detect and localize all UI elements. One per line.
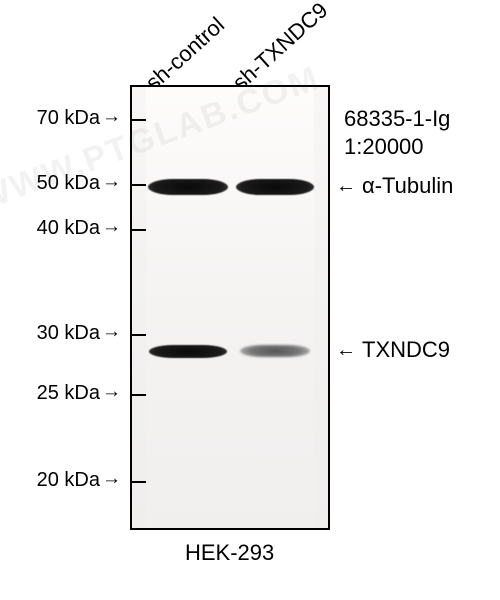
band-txndc9-lane1	[149, 345, 227, 358]
lane-1	[146, 87, 231, 528]
arrow-right-icon: →	[102, 381, 121, 403]
band-tubulin-lane1	[148, 179, 228, 195]
marker-tick	[132, 119, 146, 121]
band-label-txndc9: TXNDC9	[362, 337, 450, 363]
arrow-right-icon: →	[102, 106, 121, 128]
marker-label: 25 kDa	[5, 382, 100, 405]
sample-label: HEK-293	[185, 540, 274, 566]
arrow-left-icon: ←	[336, 339, 356, 362]
marker-label: 50 kDa	[5, 172, 100, 195]
lane-header-1: sh-control	[141, 12, 230, 96]
marker-tick	[132, 229, 146, 231]
marker-label: 70 kDa	[5, 107, 100, 130]
marker-tick	[132, 394, 146, 396]
arrow-right-icon: →	[102, 216, 121, 238]
antibody-catalog: 68335-1-Ig	[344, 105, 450, 133]
band-tubulin-lane2	[236, 179, 314, 195]
antibody-info: 68335-1-Ig 1:20000	[344, 105, 450, 160]
arrow-right-icon: →	[102, 171, 121, 193]
marker-label: 40 kDa	[5, 217, 100, 240]
figure-container: WWW.PTGLAB.COM sh-control sh-TXNDC9 70 k…	[0, 0, 500, 600]
marker-label: 30 kDa	[5, 322, 100, 345]
arrow-left-icon: ←	[336, 175, 356, 198]
band-txndc9-lane2	[240, 345, 310, 357]
marker-tick	[132, 184, 146, 186]
marker-tick	[132, 334, 146, 336]
marker-label: 20 kDa	[5, 469, 100, 492]
blot-frame	[130, 85, 330, 530]
lane-2	[229, 87, 314, 528]
antibody-dilution: 1:20000	[344, 133, 450, 161]
lane-header-2: sh-TXNDC9	[228, 0, 334, 96]
arrow-right-icon: →	[102, 468, 121, 490]
arrow-right-icon: →	[102, 321, 121, 343]
marker-tick	[132, 481, 146, 483]
band-label-tubulin: α-Tubulin	[362, 173, 453, 199]
